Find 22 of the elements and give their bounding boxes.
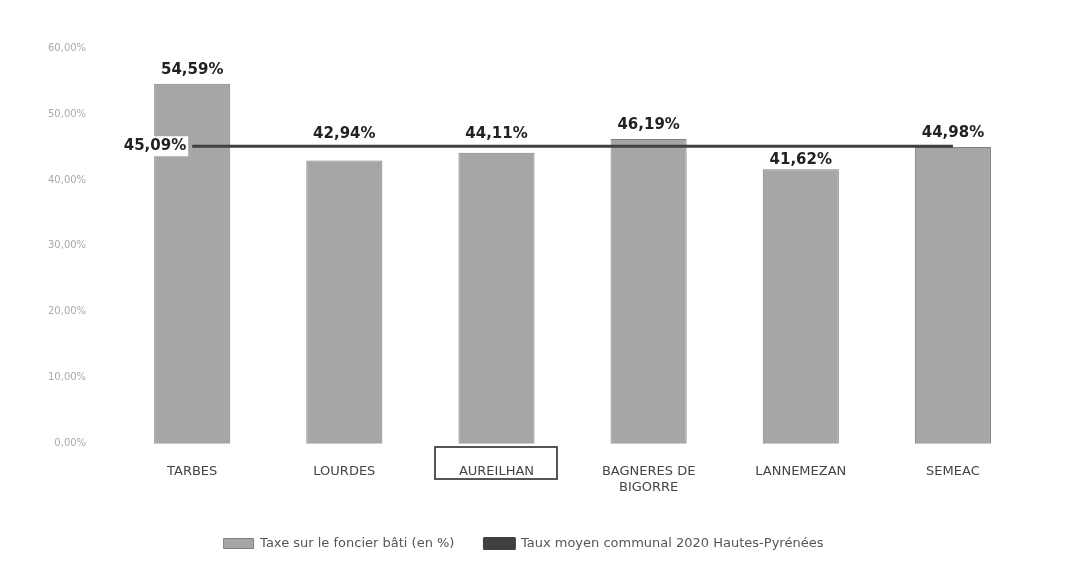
legend-label: Taxe sur le foncier bâti (en %)	[259, 534, 455, 550]
y-tick-label: 0,00%	[54, 437, 87, 449]
y-tick-label: 50,00%	[47, 107, 87, 119]
data-label: 54,59%	[160, 60, 224, 79]
y-tick-label: 30,00%	[47, 239, 87, 251]
y-tick-label: 60,00%	[47, 41, 87, 53]
data-label: 46,19%	[617, 115, 680, 134]
data-label: 44,98%	[921, 123, 985, 142]
y-tick-label: 20,00%	[47, 305, 87, 317]
data-label: 42,94%	[313, 123, 376, 142]
data-label: 44,11%	[465, 123, 528, 142]
x-tick-label: TARBES	[166, 462, 218, 478]
x-tick-label: LOURDES	[313, 462, 376, 478]
x-tick-label: LANNEMEZAN	[755, 462, 847, 478]
x-tick-label: SEMEAC	[926, 462, 980, 478]
legend-label: Taux moyen communal 2020 Hautes-Pyrénées	[519, 534, 824, 550]
y-tick-label: 10,00%	[47, 371, 87, 383]
y-tick-label: 40,00%	[47, 173, 87, 185]
data-label: 41,62%	[769, 149, 833, 168]
x-tick-label: AUREILHAN	[458, 462, 535, 478]
data-label: 45,09%	[123, 136, 187, 155]
x-tick-label: BAGNERES DE BIGORRE	[601, 462, 696, 494]
